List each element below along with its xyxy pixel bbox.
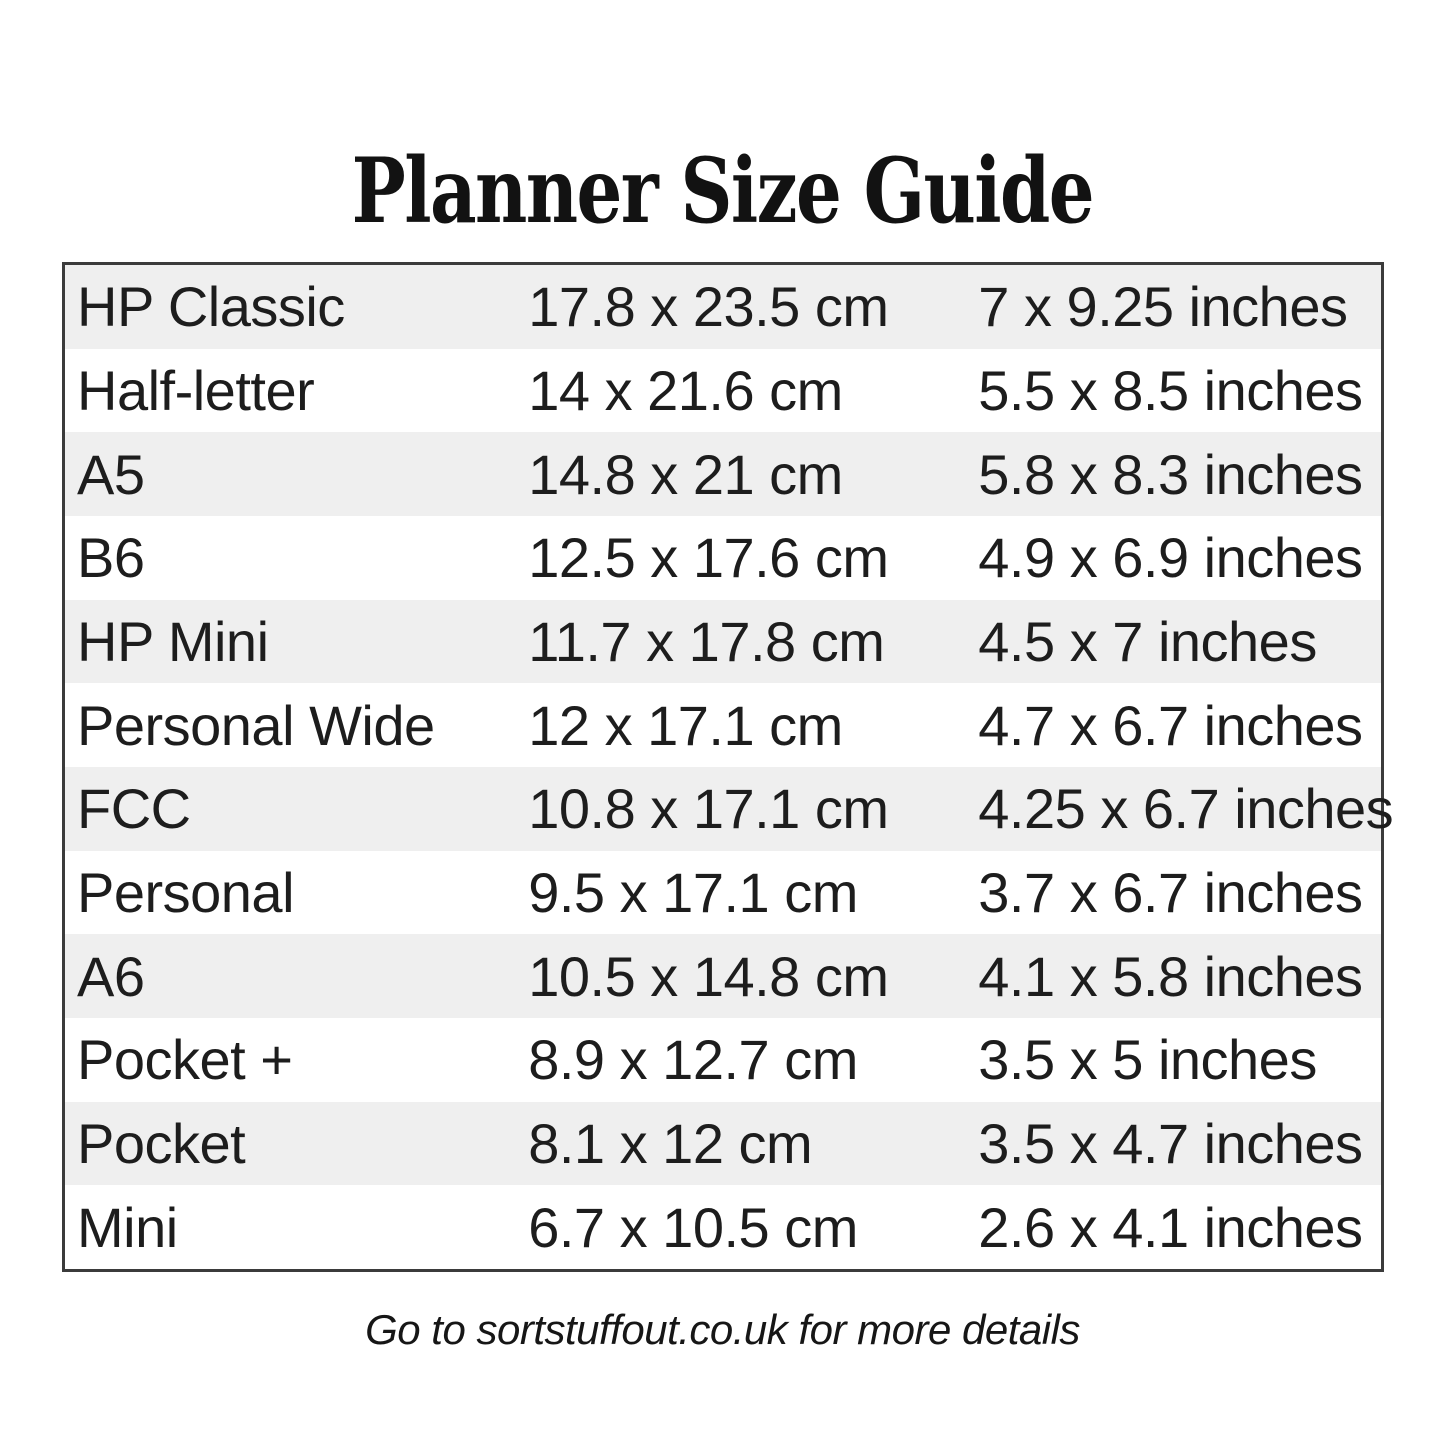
- table-row: Half-letter 14 x 21.6 cm 5.5 x 8.5 inches: [65, 348, 1381, 433]
- table-row: Mini 6.7 x 10.5 cm 2.6 x 4.1 inches: [65, 1185, 1381, 1270]
- cell-size-inches: 3.5 x 5 inches: [978, 1028, 1317, 1092]
- table-row: Pocket + 8.9 x 12.7 cm 3.5 x 5 inches: [65, 1018, 1381, 1102]
- cell-size-inches: 4.25 x 6.7 inches: [978, 777, 1394, 841]
- cell-planner-name: FCC: [77, 777, 191, 841]
- table-row: A6 10.5 x 14.8 cm 4.1 x 5.8 inches: [65, 934, 1381, 1019]
- cell-planner-name: HP Classic: [77, 275, 345, 339]
- cell-size-inches: 5.8 x 8.3 inches: [978, 442, 1363, 506]
- cell-size-cm: 10.8 x 17.1 cm: [528, 777, 889, 841]
- cell-size-inches: 4.7 x 6.7 inches: [978, 693, 1363, 757]
- cell-size-cm: 6.7 x 10.5 cm: [528, 1195, 858, 1259]
- cell-size-cm: 11.7 x 17.8 cm: [528, 610, 885, 674]
- cell-size-cm: 8.9 x 12.7 cm: [528, 1028, 858, 1092]
- cell-planner-name: HP Mini: [77, 610, 269, 674]
- cell-size-cm: 8.1 x 12 cm: [528, 1112, 813, 1176]
- cell-planner-name: Half-letter: [77, 359, 315, 422]
- cell-planner-name: Pocket +: [77, 1028, 293, 1092]
- cell-size-cm: 14.8 x 21 cm: [528, 442, 843, 506]
- cell-planner-name: Mini: [77, 1195, 178, 1259]
- cell-size-inches: 4.5 x 7 inches: [978, 610, 1317, 674]
- cell-size-inches: 5.5 x 8.5 inches: [978, 359, 1363, 422]
- cell-size-inches: 2.6 x 4.1 inches: [978, 1195, 1363, 1259]
- footer-note: Go to sortstuffout.co.uk for more detail…: [365, 1306, 1080, 1353]
- page-title: Planner Size Guide: [351, 138, 1095, 244]
- cell-size-cm: 12 x 17.1 cm: [528, 693, 843, 757]
- table-row: Pocket 8.1 x 12 cm 3.5 x 4.7 inches: [65, 1101, 1381, 1186]
- table-row: HP Classic 17.8 x 23.5 cm 7 x 9.25 inches: [65, 265, 1381, 349]
- cell-size-inches: 7 x 9.25 inches: [978, 275, 1348, 339]
- cell-planner-name: Personal: [77, 861, 295, 925]
- table-row: Personal Wide 12 x 17.1 cm 4.7 x 6.7 inche…: [65, 683, 1381, 768]
- table-row: HP Mini 11.7 x 17.8 cm 4.5 x 7 inches: [65, 599, 1381, 684]
- footer-container: Go to sortstuffout.co.uk for more detail…: [0, 1306, 1445, 1354]
- cell-size-inches: 3.5 x 4.7 inches: [978, 1112, 1363, 1176]
- cell-size-inches: 4.9 x 6.9 inches: [978, 526, 1363, 590]
- cell-size-cm: 10.5 x 14.8 cm: [528, 944, 889, 1008]
- table-row: B6 12.5 x 17.6 cm 4.9 x 6.9 inches: [65, 516, 1381, 600]
- table-row: A5 14.8 x 21 cm 5.8 x 8.3 inches: [65, 432, 1381, 517]
- title-container: Planner Size Guide: [0, 146, 1445, 236]
- size-table: HP Classic 17.8 x 23.5 cm 7 x 9.25 inches H…: [62, 262, 1394, 1272]
- cell-size-inches: 4.1 x 5.8 inches: [978, 944, 1363, 1008]
- cell-planner-name: Pocket: [77, 1112, 246, 1176]
- cell-planner-name: A5: [77, 442, 145, 506]
- cell-size-cm: 12.5 x 17.6 cm: [528, 526, 889, 590]
- table-row: FCC 10.8 x 17.1 cm 4.25 x 6.7 inches: [65, 767, 1394, 851]
- cell-planner-name: A6: [77, 944, 145, 1008]
- cell-size-cm: 14 x 21.6 cm: [528, 359, 843, 422]
- cell-size-cm: 17.8 x 23.5 cm: [528, 275, 889, 339]
- cell-size-cm: 9.5 x 17.1 cm: [528, 861, 858, 925]
- cell-size-inches: 3.7 x 6.7 inches: [978, 861, 1363, 925]
- table-row: Personal 9.5 x 17.1 cm 3.7 x 6.7 inches: [65, 850, 1381, 935]
- cell-planner-name: Personal Wide: [77, 693, 435, 757]
- cell-planner-name: B6: [77, 526, 145, 590]
